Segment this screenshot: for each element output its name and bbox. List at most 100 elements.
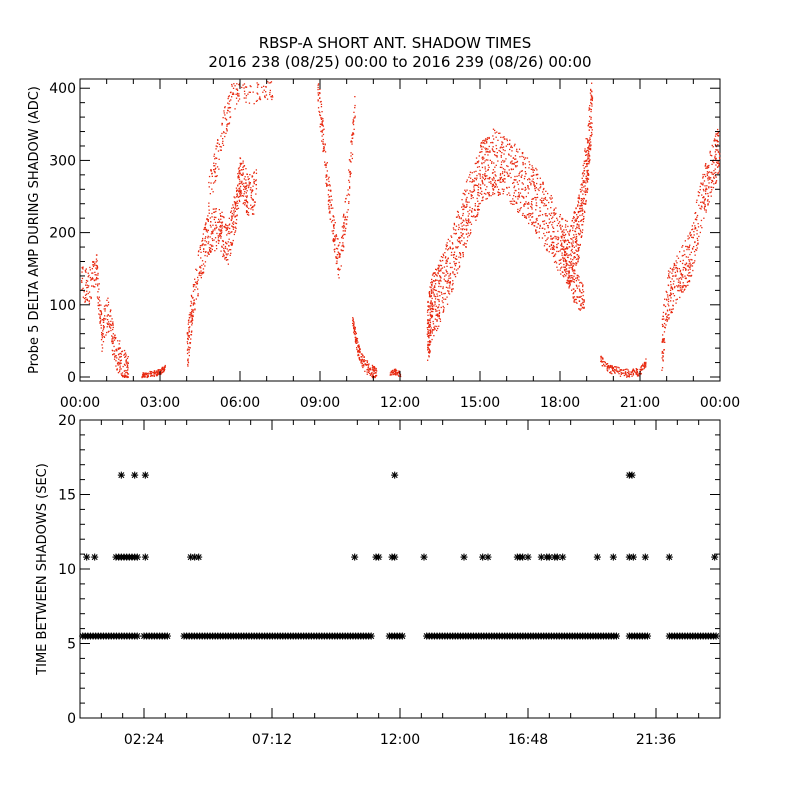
top-data-point	[460, 218, 462, 220]
top-data-point	[470, 194, 472, 196]
top-data-point	[204, 227, 206, 229]
top-data-point	[509, 148, 511, 151]
top-data-point	[473, 208, 476, 211]
top-data-point	[685, 267, 687, 270]
top-data-point	[259, 98, 262, 101]
top-data-point	[162, 370, 165, 372]
top-data-point	[253, 201, 256, 203]
top-data-point	[351, 141, 353, 143]
top-data-point	[622, 369, 625, 371]
top-data-point	[342, 244, 344, 246]
top-data-point	[492, 169, 495, 171]
top-data-point	[702, 182, 704, 184]
top-data-point	[713, 176, 715, 178]
top-data-point	[692, 248, 694, 250]
top-data-point	[564, 219, 567, 222]
top-data-point	[579, 188, 581, 191]
top-data-point	[704, 164, 707, 166]
top-data-point	[570, 253, 572, 255]
top-data-point	[610, 366, 612, 368]
top-data-point	[509, 143, 511, 145]
top-data-point	[637, 375, 639, 377]
top-data-point	[354, 340, 357, 342]
top-data-point	[143, 373, 145, 375]
top-data-point	[532, 198, 535, 200]
top-data-point	[187, 346, 190, 348]
top-data-point	[568, 281, 570, 283]
top-data-point	[244, 191, 246, 193]
top-data-point	[663, 349, 665, 351]
top-data-point	[352, 318, 354, 320]
top-data-point	[81, 281, 83, 283]
top-data-point	[246, 201, 248, 203]
top-data-point	[202, 233, 204, 235]
top-data-point	[127, 362, 129, 364]
top-data-point	[552, 247, 555, 250]
top-data-point	[517, 151, 519, 153]
top-data-point	[717, 151, 720, 153]
top-data-point	[436, 329, 438, 332]
top-data-point	[238, 196, 241, 198]
top-data-point	[587, 169, 589, 172]
top-data-point	[202, 268, 205, 270]
top-data-point	[667, 284, 670, 287]
top-data-point	[459, 252, 461, 255]
top-data-point	[397, 372, 399, 374]
top-data-point	[518, 148, 521, 150]
top-data-point	[487, 154, 489, 156]
top-data-point	[641, 369, 643, 371]
top-data-point	[645, 364, 647, 367]
top-data-point	[443, 272, 445, 274]
top-data-point	[114, 350, 116, 352]
top-data-point	[190, 338, 192, 340]
top-data-point	[511, 150, 513, 152]
top-data-point	[369, 372, 371, 374]
top-data-point	[614, 368, 616, 371]
top-data-point	[329, 199, 331, 202]
top-data-point	[221, 240, 224, 242]
top-data-point	[236, 92, 239, 94]
top-data-point	[467, 215, 469, 217]
top-data-point	[251, 190, 253, 192]
top-data-point	[223, 110, 225, 112]
top-data-point	[440, 291, 443, 294]
top-data-point	[262, 91, 264, 93]
top-data-point	[575, 284, 578, 286]
top-data-point	[337, 245, 339, 247]
top-data-point	[187, 359, 189, 361]
top-data-point	[226, 243, 228, 245]
top-data-point	[449, 281, 451, 283]
top-data-point	[587, 140, 589, 143]
bottom-data-point	[628, 471, 636, 479]
top-data-point	[558, 221, 561, 223]
top-data-point	[110, 315, 112, 317]
top-data-point	[112, 324, 114, 326]
top-data-point	[245, 185, 248, 187]
top-data-point	[552, 212, 554, 214]
top-data-point	[430, 283, 433, 286]
top-data-point	[529, 181, 531, 183]
top-data-point	[478, 195, 480, 197]
top-data-point	[535, 187, 537, 189]
top-data-point	[333, 240, 336, 242]
top-data-point	[570, 262, 572, 264]
top-data-point	[534, 186, 536, 188]
top-data-point	[574, 238, 577, 240]
top-data-point	[500, 163, 503, 166]
top-data-point	[676, 285, 678, 287]
top-data-point	[391, 374, 393, 376]
top-data-point	[689, 244, 691, 246]
top-data-point	[572, 237, 574, 239]
top-data-point	[632, 369, 634, 371]
top-data-point	[146, 372, 148, 374]
top-data-point	[356, 342, 358, 344]
top-data-point	[121, 372, 124, 374]
top-data-point	[241, 174, 244, 176]
top-data-point	[539, 225, 541, 227]
top-data-point	[321, 135, 323, 137]
top-data-point	[502, 136, 504, 139]
top-data-point	[433, 293, 435, 295]
top-data-point	[395, 371, 397, 374]
top-data-point	[352, 122, 354, 124]
top-data-point	[468, 222, 470, 224]
